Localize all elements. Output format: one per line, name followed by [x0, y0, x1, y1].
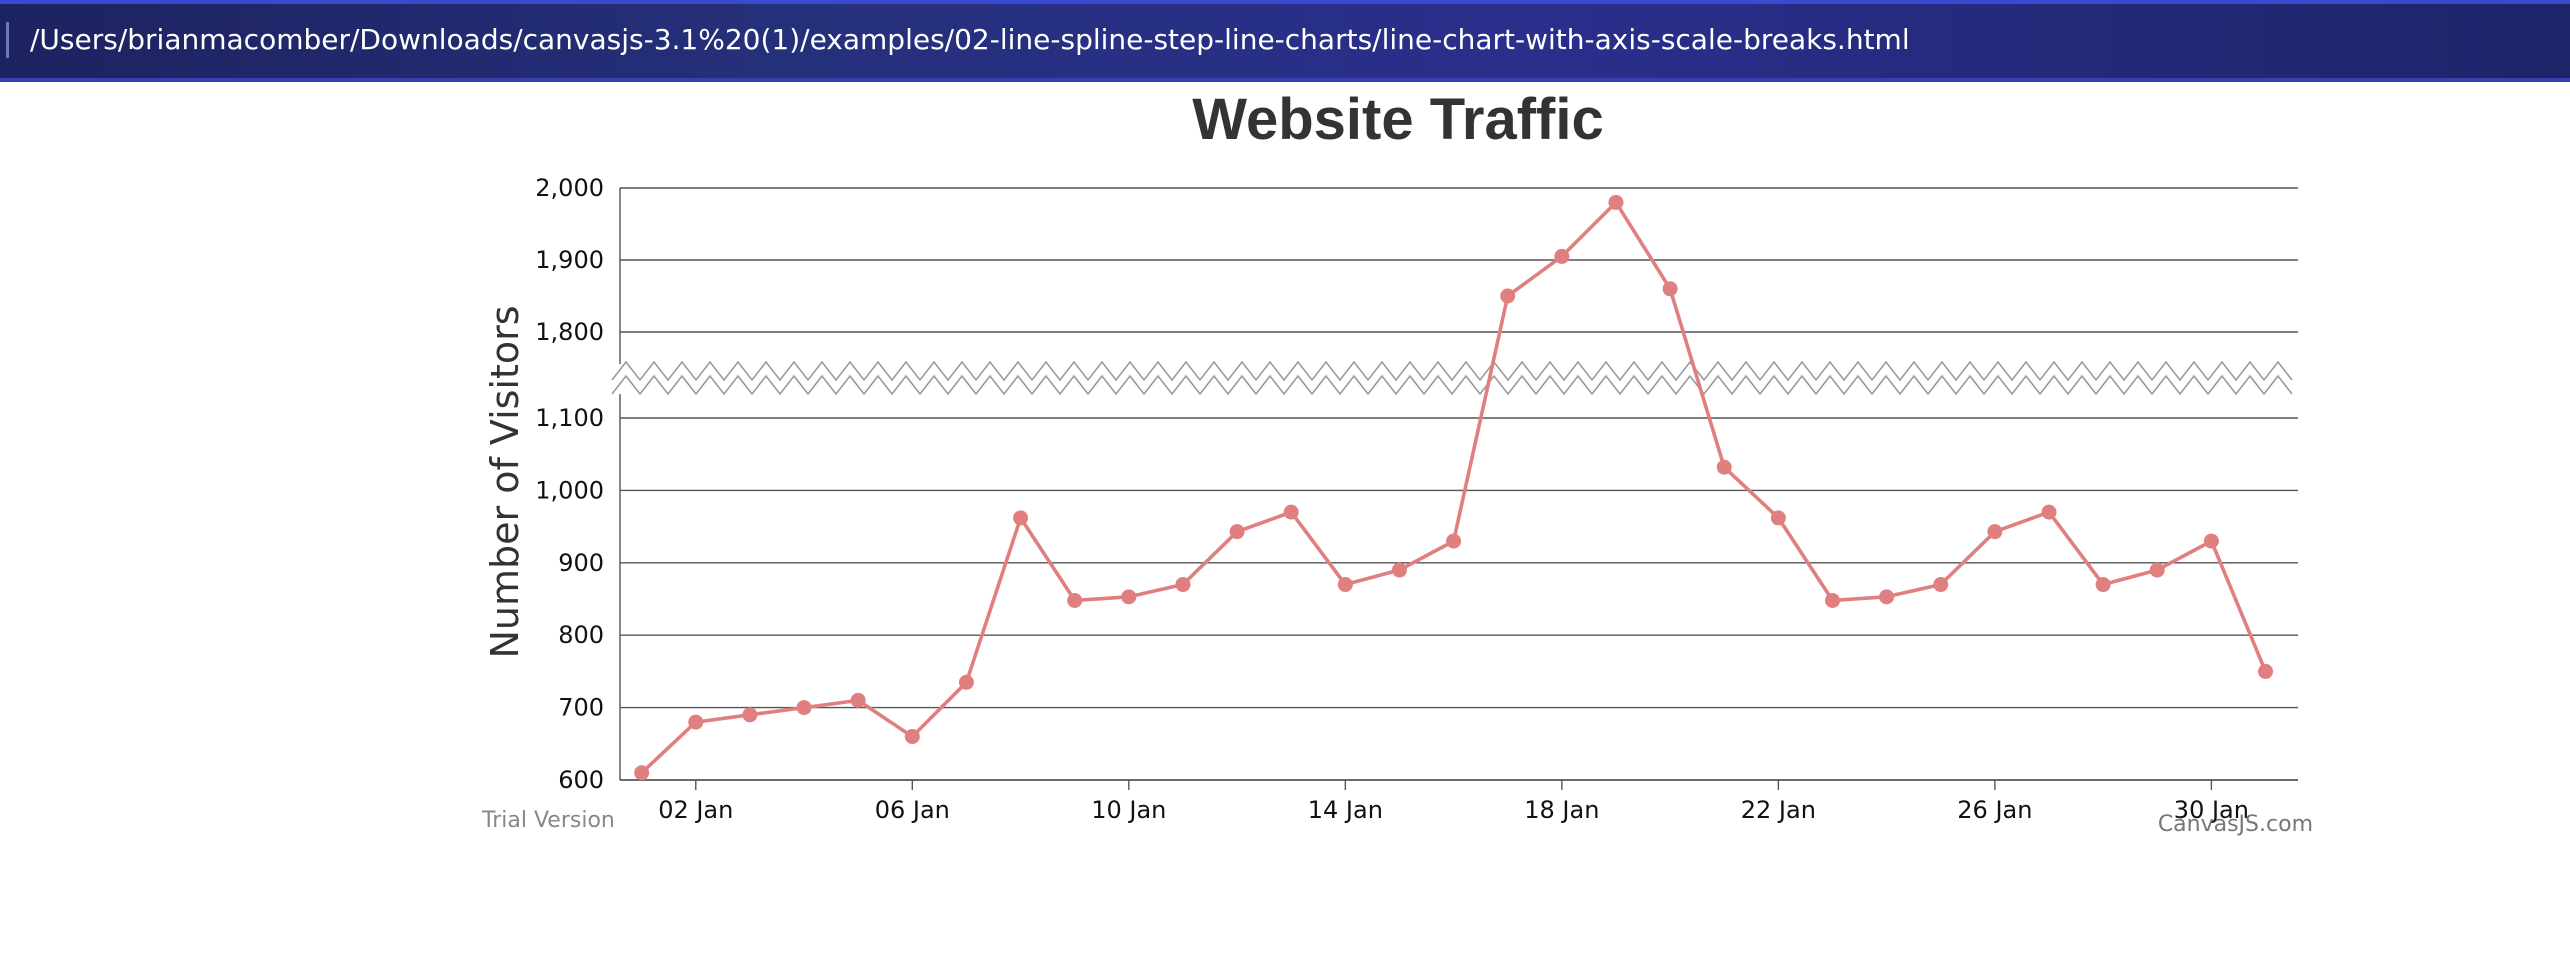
data-point[interactable]: [1013, 510, 1029, 526]
y-axis-ticks: 600 700 800 900 1,000 1,100 1,800 1,900 2,000: [535, 174, 604, 794]
data-point[interactable]: [1283, 504, 1299, 520]
y-tick-label: 1,900: [535, 246, 604, 274]
x-tick-label: 26 Jan: [1957, 796, 2032, 824]
data-point[interactable]: [1933, 577, 1949, 593]
url-bar-edge: [6, 22, 9, 58]
browser-url-bar[interactable]: /Users/brianmacomber/Downloads/canvasjs-…: [0, 0, 2570, 82]
data-point[interactable]: [796, 700, 812, 716]
data-point[interactable]: [2041, 504, 2057, 520]
grid-lines: [619, 187, 2298, 781]
data-point[interactable]: [1175, 577, 1191, 593]
data-point[interactable]: [1391, 562, 1407, 578]
trial-version-watermark: Trial Version: [481, 808, 615, 833]
data-point[interactable]: [1554, 248, 1570, 264]
data-point[interactable]: [1500, 288, 1516, 304]
data-point[interactable]: [1879, 589, 1895, 605]
data-point[interactable]: [1608, 194, 1624, 210]
y-tick-label: 800: [558, 621, 604, 649]
data-point[interactable]: [1067, 592, 1083, 608]
y-tick-label: 1,000: [535, 476, 604, 504]
y-tick-label: 2,000: [535, 174, 604, 202]
y-axis-title: Number of Visitors: [483, 305, 527, 658]
data-point[interactable]: [958, 674, 974, 690]
data-point[interactable]: [634, 765, 650, 781]
series-line: [634, 194, 2274, 781]
scale-break-zigzag-1: [611, 360, 2293, 382]
data-point[interactable]: [688, 714, 704, 730]
data-point[interactable]: [1770, 510, 1786, 526]
series-line-path: [640, 200, 2268, 775]
x-tick-label: 02 Jan: [658, 796, 733, 824]
y-tick-label: 900: [558, 549, 604, 577]
data-point[interactable]: [742, 707, 758, 723]
x-tick-label: 06 Jan: [875, 796, 950, 824]
x-tick-label: 10 Jan: [1091, 796, 1166, 824]
y-tick-label: 1,100: [535, 404, 604, 432]
data-point[interactable]: [2203, 533, 2219, 549]
url-text[interactable]: /Users/brianmacomber/Downloads/canvasjs-…: [30, 23, 1910, 56]
x-tick-label: 30 Jan: [2174, 796, 2249, 824]
data-point[interactable]: [2258, 663, 2274, 679]
x-tick-label: 18 Jan: [1524, 796, 1599, 824]
line-chart: 600 700 800 900 1,000 1,100 1,800 1,900 2,000 02…: [481, 87, 2313, 837]
scale-break-zigzag-2: [611, 374, 2293, 396]
data-point[interactable]: [2149, 562, 2165, 578]
canvasjs-credit[interactable]: CanvasJS.com: [2158, 812, 2313, 837]
scale-break: [610, 360, 2300, 396]
x-axis-ticks: 02 Jan 06 Jan 10 Jan 14 Jan 18 Jan 22 Jan 26 J…: [658, 780, 2249, 824]
x-tick-label: 22 Jan: [1741, 796, 1816, 824]
data-point[interactable]: [1337, 577, 1353, 593]
data-point[interactable]: [1662, 281, 1678, 297]
y-tick-label: 1,800: [535, 318, 604, 346]
data-point[interactable]: [1716, 459, 1732, 475]
data-point[interactable]: [1229, 524, 1245, 540]
chart-container: 600 700 800 900 1,000 1,100 1,800 1,900 2,000 02…: [0, 82, 2570, 974]
data-point[interactable]: [1446, 533, 1462, 549]
y-tick-label: 600: [558, 766, 604, 794]
data-point[interactable]: [850, 692, 866, 708]
data-point[interactable]: [904, 729, 920, 745]
x-tick-label: 14 Jan: [1308, 796, 1383, 824]
data-point[interactable]: [1987, 524, 2003, 540]
y-tick-label: 700: [558, 694, 604, 722]
data-point[interactable]: [2095, 577, 2111, 593]
data-point[interactable]: [1824, 592, 1840, 608]
data-point[interactable]: [1121, 589, 1137, 605]
chart-title: Website Traffic: [1192, 87, 1604, 152]
